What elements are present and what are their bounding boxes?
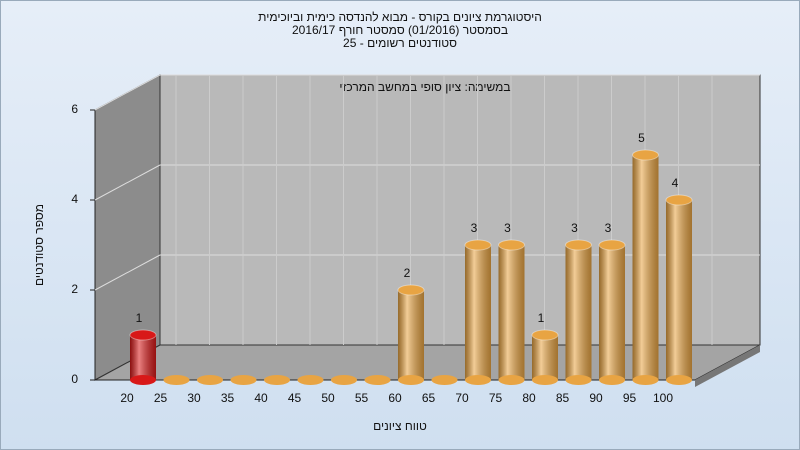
x-tick-label: 55 <box>355 391 369 405</box>
x-tick-label: 95 <box>623 391 637 405</box>
x-tick-label: 80 <box>522 391 536 405</box>
bar-top <box>632 149 659 161</box>
bar-top <box>129 329 157 341</box>
x-tick-label: 75 <box>489 391 503 405</box>
grid-line <box>94 74 161 111</box>
bar-bottom <box>465 375 491 385</box>
y-tick-label: 0 <box>71 372 78 386</box>
value-label: 3 <box>605 221 612 235</box>
bar-shade <box>532 335 558 380</box>
y-tick-label: 6 <box>71 102 78 116</box>
bar-shade <box>632 155 659 380</box>
value-label: 3 <box>504 221 511 235</box>
bar-top <box>397 284 425 296</box>
bar-shade <box>398 290 424 380</box>
bar-bottom <box>130 375 156 385</box>
bar-bottom <box>230 375 257 385</box>
floor-edge <box>695 345 760 387</box>
value-label: 5 <box>638 131 645 145</box>
bar-bottom <box>364 375 391 385</box>
y-tick-label: 4 <box>71 192 78 206</box>
bar-bottom <box>666 375 692 385</box>
bar-top <box>565 239 592 251</box>
title-line: בסמסטר (01/2016) סמסטר חורף 2016/17 <box>292 23 508 37</box>
annotation: במשימה: ציון סופי במחשב המרכזי <box>339 80 510 94</box>
bar-bottom <box>331 375 357 385</box>
x-tick-label: 40 <box>254 391 268 405</box>
x-tick-label: 35 <box>221 391 235 405</box>
bar-shade <box>565 245 592 380</box>
x-tick-label: 25 <box>154 391 168 405</box>
x-tick-label: 65 <box>422 391 436 405</box>
x-tick-label: 90 <box>589 391 603 405</box>
grid-line <box>94 164 161 201</box>
title-line: סטודנטים רשומים - 25 <box>343 36 457 50</box>
x-tick-label: 100 <box>653 391 673 405</box>
bar-shade <box>130 335 156 380</box>
grid-line <box>94 254 161 291</box>
bar-top <box>598 239 626 251</box>
bar-bottom <box>532 375 558 385</box>
x-tick-label: 45 <box>288 391 302 405</box>
bar-shade <box>465 245 491 380</box>
value-label: 2 <box>404 266 411 280</box>
x-axis-label: טווח ציונים <box>373 419 427 433</box>
x-tick-label: 50 <box>321 391 335 405</box>
bar-bottom <box>599 375 625 385</box>
x-tick-label: 20 <box>120 391 134 405</box>
value-label: 1 <box>136 311 143 325</box>
bar-shade <box>599 245 625 380</box>
bar-top <box>498 239 525 251</box>
bar-bottom <box>498 375 525 385</box>
x-tick-label: 60 <box>388 391 402 405</box>
title: היסטוגרמת ציונים בקורס - מבוא להנדסה כימ… <box>258 10 542 50</box>
value-label: 1 <box>538 311 545 325</box>
bar-top <box>665 194 693 206</box>
floor <box>94 344 761 381</box>
bar-bottom <box>264 375 290 385</box>
bar-bottom <box>565 375 592 385</box>
y-axis-label: מספר סטודנטים <box>32 204 46 286</box>
bar-top <box>464 239 492 251</box>
value-label: 4 <box>672 176 679 190</box>
bar-bottom <box>632 375 659 385</box>
bar-bottom <box>197 375 223 385</box>
x-tick-label: 70 <box>455 391 469 405</box>
bar-bottom <box>398 375 424 385</box>
y-tick-label: 2 <box>71 282 78 296</box>
bar-bottom <box>431 375 458 385</box>
bar-shade <box>666 200 692 380</box>
value-label: 3 <box>471 221 478 235</box>
value-label: 3 <box>571 221 578 235</box>
bar-bottom <box>297 375 324 385</box>
x-tick-label: 30 <box>187 391 201 405</box>
bar-bottom <box>163 375 190 385</box>
bar-shade <box>498 245 525 380</box>
title-line: היסטוגרמת ציונים בקורס - מבוא להנדסה כימ… <box>258 10 542 24</box>
x-tick-label: 85 <box>556 391 570 405</box>
bar-top <box>531 329 559 341</box>
